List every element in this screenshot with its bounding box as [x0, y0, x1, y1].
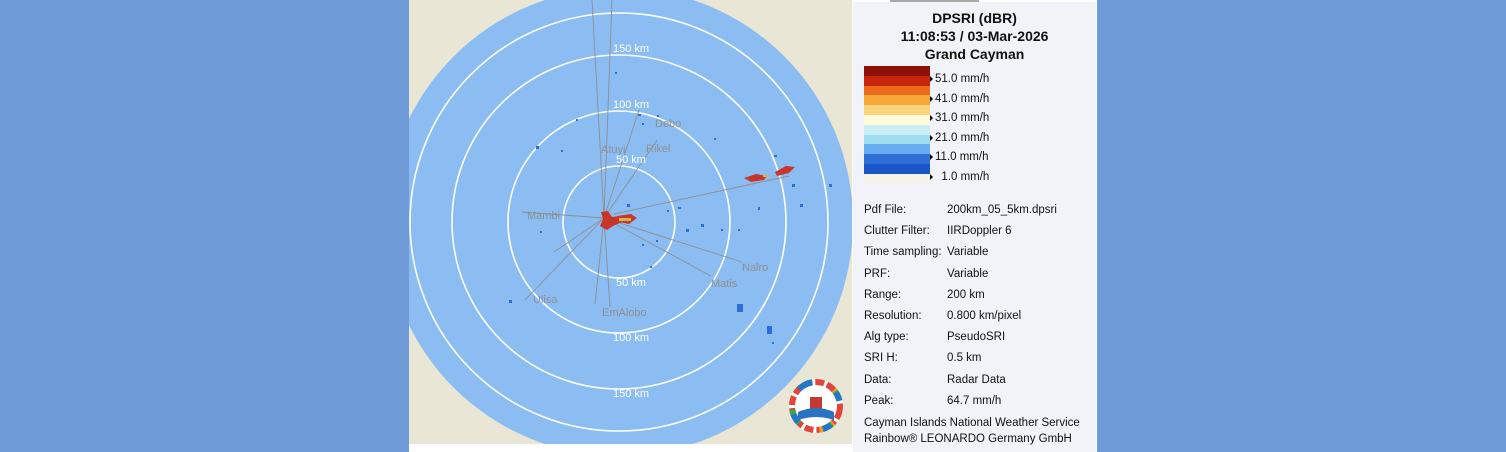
metadata-key: Data:	[864, 373, 892, 386]
legend-tick-icon	[930, 154, 933, 161]
ring-label-50-north: 50 km	[616, 154, 646, 166]
heavy-echoes	[600, 166, 795, 230]
legend-swatch	[864, 95, 930, 106]
metadata-row: Range: 200 km	[864, 289, 1096, 310]
legend-swatch	[864, 75, 930, 86]
metadata-value: 0.5 km	[947, 352, 982, 365]
metadata-value: Radar Data	[947, 373, 1006, 386]
legend-swatch	[864, 115, 930, 125]
legend-tick-icon	[930, 174, 933, 180]
metadata-key: PRF:	[864, 267, 891, 280]
metadata-key: Range:	[864, 288, 902, 301]
radial-lines	[521, 0, 790, 308]
metadata-key: Peak:	[864, 394, 894, 407]
product-info-panel: DPSRI (dBR) 11:08:53 / 03-Mar-2026 Grand…	[853, 2, 1096, 452]
metadata-value: 0.800 km/pixel	[947, 309, 1022, 322]
legend-swatch	[864, 66, 930, 76]
product-timestamp: 11:08:53 / 03-Mar-2026	[900, 28, 1049, 44]
ring-label-50-south: 50 km	[616, 277, 646, 289]
town-label-ulisa: Ulisa	[533, 294, 558, 306]
metadata-value: 64.7 mm/h	[947, 394, 1002, 407]
legend-swatch	[864, 154, 930, 165]
legend-swatch	[864, 105, 930, 116]
product-header: DPSRI (dBR) 11:08:53 / 03-Mar-2026 Grand…	[853, 9, 1096, 63]
metadata-value: Variable	[947, 246, 989, 259]
metadata-key: Resolution:	[864, 309, 922, 322]
metadata-row: SRI H: 0.5 km	[864, 352, 1096, 373]
credits-line-2: Rainbow® LEONARDO Germany GmbH	[864, 433, 1072, 445]
town-label-mambi: Mambi	[527, 210, 560, 222]
town-label-debo: Debo	[655, 118, 681, 130]
radar-map: Debo Atuyi Rikel Mambi Nalro Matis Ulisa…	[409, 0, 852, 444]
legend-swatch	[864, 164, 930, 174]
legend-tick-icon	[930, 76, 933, 82]
legend-swatch	[864, 144, 930, 155]
metadata-value: 200km_05_5km.dpsri	[947, 204, 1057, 216]
weather-service-logo-icon	[789, 379, 843, 433]
legend-swatch	[864, 85, 930, 96]
ring-label-150-north: 150 km	[613, 43, 649, 55]
metadata-row: Pdf File: 200km_05_5km.dpsri	[864, 204, 1096, 225]
credits: Cayman Islands National Weather Service …	[864, 415, 1080, 447]
legend-tick-icon	[930, 115, 933, 122]
metadata-value: PseudoSRI	[947, 331, 1006, 344]
range-ring-100	[507, 110, 731, 334]
town-label-emalobo: EmAlobo	[602, 307, 647, 319]
metadata-value: Variable	[947, 267, 989, 280]
town-label-atuyi: Atuyi	[601, 144, 625, 156]
metadata-row: Resolution: 0.800 km/pixel	[864, 310, 1096, 331]
metadata-key: Pdf File:	[864, 204, 907, 216]
legend-swatch	[864, 173, 930, 184]
product-name: DPSRI (dBR)	[932, 10, 1017, 26]
ring-label-150-south: 150 km	[613, 388, 649, 400]
metadata-key: Time sampling:	[864, 246, 942, 259]
legend-tick-icon	[930, 95, 933, 102]
product-metadata: Pdf File: 200km_05_5km.dpsri Clutter Filte…	[864, 204, 1096, 416]
metadata-row: Data: Radar Data	[864, 374, 1096, 395]
legend-tick-icon	[930, 134, 933, 141]
range-ring-150	[451, 54, 787, 390]
town-label-matis: Matis	[711, 278, 738, 290]
range-ring-50	[562, 165, 676, 279]
metadata-row: PRF: Variable	[864, 268, 1096, 289]
metadata-row: Time sampling: Variable	[864, 246, 1096, 267]
window-tab-edge	[890, 0, 979, 2]
metadata-row: Clutter Filter: IIRDoppler 6	[864, 225, 1096, 246]
rain-rate-legend: 51.0 mm/h 41.0 mm/h 31.0 mm/h 21.0 mm/h 11.0…	[864, 66, 1064, 196]
product-site: Grand Cayman	[924, 46, 1025, 62]
metadata-key: SRI H:	[864, 352, 898, 365]
metadata-key: Clutter Filter:	[864, 225, 930, 238]
range-ring-200	[409, 12, 829, 432]
island-outline	[619, 175, 769, 221]
light-echoes	[509, 72, 832, 344]
metadata-key: Alg type:	[864, 331, 909, 344]
legend-swatch	[864, 134, 930, 145]
town-label-rikel: Rikel	[646, 143, 670, 155]
ring-label-100-north: 100 km	[613, 99, 649, 111]
metadata-value: 200 km	[947, 288, 985, 301]
metadata-value: IIRDoppler 6	[947, 225, 1012, 238]
metadata-row: Peak: 64.7 mm/h	[864, 395, 1096, 416]
ring-label-100-south: 100 km	[613, 332, 649, 344]
legend-swatch	[864, 124, 930, 135]
radar-map-canvas: Debo Atuyi Rikel Mambi Nalro Matis Ulisa…	[409, 0, 852, 444]
metadata-row: Alg type: PseudoSRI	[864, 331, 1096, 352]
credits-line-1: Cayman Islands National Weather Service	[864, 417, 1080, 429]
town-label-nalro: Nalro	[742, 262, 768, 274]
